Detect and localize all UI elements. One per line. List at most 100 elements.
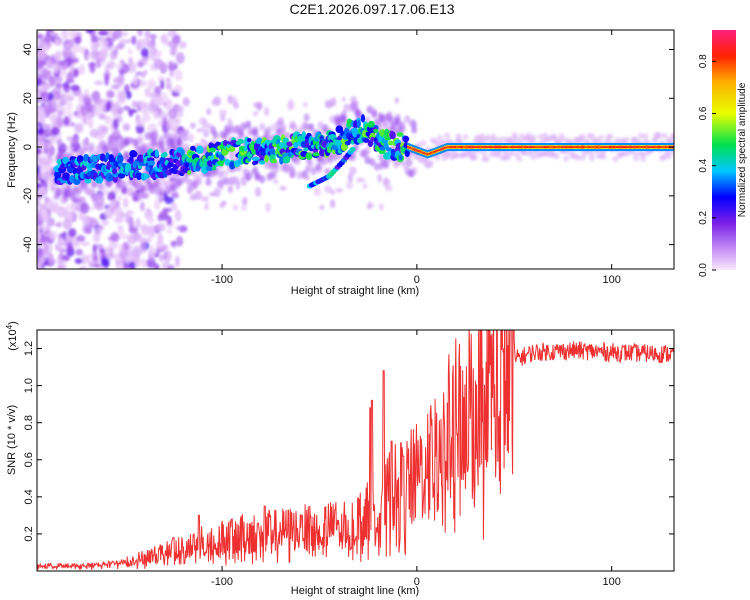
spectrogram-noise-cell [38, 109, 46, 120]
spectrogram-noise-cell [227, 185, 234, 194]
spectrogram-noise-cell [152, 104, 159, 112]
spectrogram-trace-cell [247, 137, 252, 143]
spectrogram-noise-cell [131, 249, 142, 258]
spectrogram-trace-center [456, 146, 459, 149]
spectrogram-noise-cell [78, 93, 84, 103]
spectrogram-halo-cell [637, 132, 644, 139]
spectrogram-trace-center [457, 146, 461, 149]
spectrogram-noise-cell [40, 79, 47, 86]
spectrogram-noise-cell [92, 243, 97, 254]
spectrogram-y-tick-label: 0 [22, 144, 34, 150]
spectrogram-halo-cell [640, 151, 647, 158]
spectrogram-noise-cell [99, 49, 108, 59]
spectrogram-noise-cell [264, 106, 270, 117]
spectrogram-trace-center [573, 146, 577, 149]
spectrogram-noise-cell [177, 106, 184, 112]
spectrogram-trace-cell [282, 137, 289, 144]
spectrogram-noise-cell [123, 105, 131, 111]
spectrogram-halo-cell [240, 122, 247, 131]
spectrogram-halo-cell [212, 131, 219, 140]
spectrogram-noise-cell [64, 146, 74, 151]
spectrogram-halo-cell [186, 178, 193, 187]
spectrogram-trace-center [594, 146, 598, 149]
snr-multiplier-label: (x104) [5, 321, 19, 351]
spectrogram-trace-cell [312, 152, 320, 157]
spectrogram-halo-cell [380, 114, 387, 123]
spectrogram-noise-cell [194, 190, 203, 200]
spectrogram-noise-cell [161, 92, 168, 100]
spectrogram-noise-cell [80, 241, 91, 247]
spectrogram-noise-cell [161, 116, 168, 126]
spectrogram-trace-center [582, 146, 585, 149]
spectrogram-trace-center [577, 146, 580, 149]
spectrogram-noise-cell [121, 63, 130, 74]
spectrogram-trace-center [426, 153, 429, 156]
spectrogram-trace-center [622, 146, 626, 149]
spectrogram-halo-cell [182, 133, 189, 142]
spectrogram-noise-cell [289, 124, 296, 129]
spectrogram-noise-cell [122, 197, 129, 209]
spectrogram-halo-cell [305, 163, 312, 172]
spectrogram-halo-cell [109, 191, 116, 200]
spectrogram-halo-cell [135, 145, 142, 154]
spectrogram-noise-cell [94, 226, 103, 237]
spectrogram-noise-cell [227, 94, 233, 105]
spectrogram-noise-cell [37, 253, 41, 264]
spectrogram-halo-cell [364, 155, 371, 164]
spectrogram-noise-cell [382, 178, 389, 185]
spectrogram-halo-cell [247, 170, 254, 179]
spectrogram-trace-center [470, 146, 473, 149]
spectrogram-noise-cell [233, 102, 240, 110]
spectrogram-noise-cell [135, 217, 141, 229]
spectrogram-noise-cell [155, 241, 164, 250]
spectrogram-noise-cell [175, 225, 182, 231]
spectrogram-trace-center [631, 146, 634, 149]
spectrogram-halo-cell [233, 176, 240, 185]
spectrogram-noise-cell [120, 31, 129, 37]
spectrogram-trace-center [645, 146, 648, 149]
spectrogram-halo-cell [383, 160, 390, 169]
spectrogram-halo-cell [411, 167, 418, 176]
spectrogram-trace-center [619, 146, 622, 149]
spectrogram-trace-layer [53, 114, 674, 189]
spectrogram-noise-cell [128, 111, 133, 117]
spectrogram-noise-cell [189, 122, 196, 129]
spectrogram-noise-cell [175, 52, 185, 64]
spectrogram-noise-cell [84, 254, 93, 259]
spectrogram-noise-cell [97, 124, 107, 136]
spectrogram-noise-cell [273, 179, 279, 184]
spectrogram-x-axis-label: Height of straight line (km) [291, 285, 419, 297]
spectrogram-halo-cell [224, 124, 231, 133]
spectrogram-noise-cell [187, 133, 195, 143]
spectrogram-trace-center [533, 146, 536, 149]
spectrogram-trace-center [617, 146, 620, 149]
spectrogram-trace-center [500, 146, 503, 149]
spectrogram-noise-cell [166, 119, 172, 131]
spectrogram-trace-center [628, 146, 631, 149]
spectrogram-trace-center [519, 146, 522, 149]
spectrogram-noise-cell [385, 185, 393, 192]
spectrogram-trace-center [507, 146, 510, 149]
spectrogram-noise-cell [57, 109, 63, 117]
spectrogram-halo-cell [478, 135, 485, 142]
spectrogram-noise-cell [146, 257, 156, 269]
spectrogram-halo-cell [259, 122, 266, 131]
spectrogram-halo-cell [518, 137, 525, 144]
spectrogram-noise-cell [75, 240, 80, 247]
spectrogram-trace-center [479, 146, 482, 149]
spectrogram-noise-cell [122, 123, 131, 131]
spectrogram-noise-cell [204, 202, 209, 211]
spectrogram-trace-center [449, 146, 452, 149]
spectrogram-noise-cell [63, 83, 71, 94]
spectrogram-trace-center [587, 146, 591, 149]
spectrogram-noise-cell [37, 265, 41, 269]
spectrogram-trace-cell [205, 165, 214, 172]
spectrogram-noise-cell [196, 128, 205, 133]
spectrogram-halo-cell [60, 143, 67, 152]
spectrogram-trace-cell [363, 138, 370, 143]
spectrogram-noise-cell [127, 234, 137, 244]
spectrogram-halo-cell [661, 132, 668, 139]
spectrogram-noise-cell [127, 48, 133, 55]
spectrogram-halo-cell [95, 145, 102, 154]
spectrogram-noise-cell [59, 60, 65, 66]
